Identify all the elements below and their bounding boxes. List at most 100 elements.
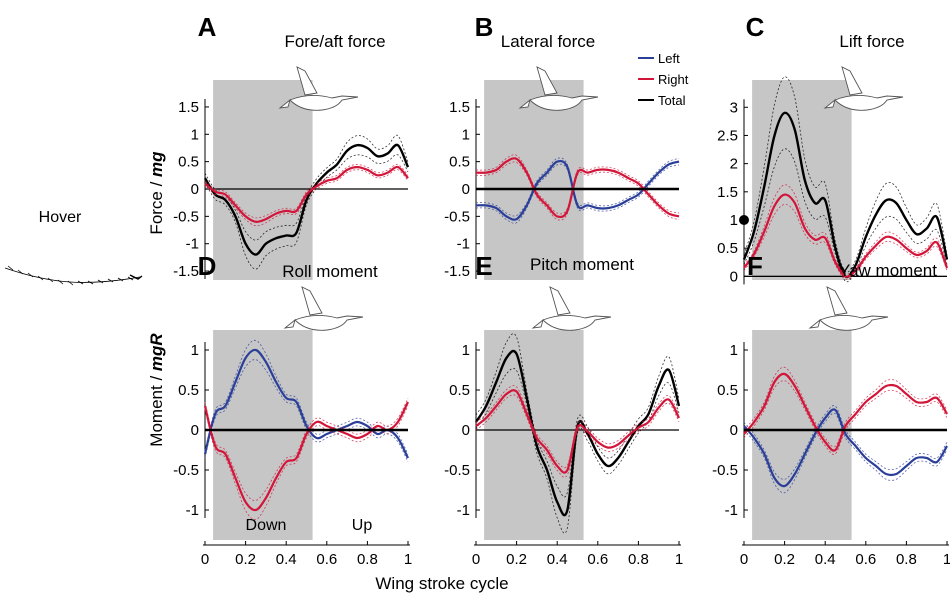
y-tick-label: 1.5 xyxy=(717,184,738,201)
wing-trajectory-sketch xyxy=(4,265,143,286)
moment-ylabel: Moment / mgR xyxy=(147,333,166,447)
hummingbird-icon xyxy=(283,286,364,331)
bird-wing xyxy=(841,66,863,96)
series-total-lower-bound xyxy=(475,368,680,534)
legend-left-label: Left xyxy=(658,51,680,66)
y-tick-label: 1 xyxy=(191,126,199,143)
legend: Left Right Total xyxy=(638,51,689,108)
y-tick-label: 1 xyxy=(191,342,199,359)
y-tick-label: 0.5 xyxy=(717,240,738,257)
bird-wing xyxy=(826,286,848,316)
series-right-line xyxy=(475,157,680,219)
x-tick-label: 1 xyxy=(675,551,683,568)
x-tick-label: 1 xyxy=(943,551,950,568)
x-tick-label: 0.4 xyxy=(276,551,297,568)
series-left-lower-bound xyxy=(475,163,680,224)
panel-letter: C xyxy=(746,12,765,42)
phase-down-label: Down xyxy=(246,517,287,534)
bird-tail xyxy=(531,318,544,329)
bird-body xyxy=(294,315,364,331)
hummingbird-icon xyxy=(823,66,904,111)
x-tick-label: 0.6 xyxy=(316,551,337,568)
y-tick-label: 1 xyxy=(462,126,470,143)
y-tick-label: 0 xyxy=(730,268,738,285)
x-tick-label: 0.6 xyxy=(855,551,876,568)
x-tick-label: 0.4 xyxy=(815,551,836,568)
series-right-line xyxy=(203,401,409,512)
series-right-upper-bound xyxy=(475,154,680,215)
series-total-lower-bound xyxy=(204,154,409,270)
y-tick-label: 1 xyxy=(730,212,738,229)
y-tick-label: -0.5 xyxy=(444,462,470,479)
bird-tail xyxy=(808,318,821,329)
x-tick-label: 0.6 xyxy=(587,551,608,568)
x-tick-label: 0 xyxy=(740,551,748,568)
series-left-upper-bound xyxy=(204,339,409,455)
series-total-upper-bound xyxy=(475,333,680,498)
y-tick-label: 1.5 xyxy=(178,99,199,116)
bird-wing xyxy=(296,66,318,96)
bird-wing xyxy=(536,66,558,96)
y-tick-label: 0.5 xyxy=(178,382,199,399)
bird-tail xyxy=(278,98,291,109)
series-right-line xyxy=(743,193,949,278)
y-tick-label: 0.5 xyxy=(449,382,470,399)
phase-up-label: Up xyxy=(352,517,373,534)
panel-title: Lateral force xyxy=(501,32,596,51)
panel-c: 3 2.5 2 1.5 1 0.5 0 C Lift force xyxy=(717,12,949,285)
legend-right-label: Right xyxy=(658,72,689,87)
bird-tail xyxy=(823,98,836,109)
y-tick-label: -1 xyxy=(186,236,199,253)
y-tick-label: 0 xyxy=(462,181,470,198)
y-tick-label: -0.5 xyxy=(173,462,199,479)
panels: 1.5 1 0.5 0 -0.5 -1 -1.5 A Fore/aft force 1.5 1 0.5… xyxy=(173,12,950,568)
series-right-upper-bound xyxy=(743,184,948,275)
panel-letter: F xyxy=(747,251,763,281)
bird-tail xyxy=(283,318,296,329)
y-tick-label: -1 xyxy=(457,502,470,519)
y-tick-label: 0 xyxy=(191,422,199,439)
series-left-line xyxy=(743,408,948,488)
panel-e: 1 0.5 0 -0.5 -1 0 0.2 0.4 0.6 0.8 1 E Pitch moment xyxy=(444,251,683,568)
y-tick-label: -1 xyxy=(186,502,199,519)
panel-letter: E xyxy=(475,251,492,281)
y-tick-label: -1.5 xyxy=(444,263,470,280)
x-axis-label: Wing stroke cycle xyxy=(375,574,508,593)
panel-title: Fore/aft force xyxy=(284,32,385,51)
x-tick-label: 0 xyxy=(472,551,480,568)
panel-letter: A xyxy=(198,12,217,42)
series-total-upper-bound xyxy=(743,76,948,273)
y-tick-label: 0.5 xyxy=(717,382,738,399)
series-right-line xyxy=(475,389,680,474)
bird-body xyxy=(289,95,359,111)
y-tick-label: 0 xyxy=(462,422,470,439)
panel-title: Yaw moment xyxy=(839,261,937,280)
series-left-line xyxy=(475,159,680,221)
x-tick-label: 0.2 xyxy=(774,551,795,568)
bird-body xyxy=(529,95,599,111)
panel-letter: B xyxy=(475,12,494,42)
panel-letter: D xyxy=(198,251,217,281)
panel-b: 1.5 1 0.5 0 -0.5 -1 -1.5 B Lateral force xyxy=(444,12,680,280)
series-right-lower-bound xyxy=(204,169,409,227)
y-tick-label: 2 xyxy=(730,156,738,173)
weight-marker xyxy=(739,215,749,225)
y-tick-label: -0.5 xyxy=(444,208,470,225)
hummingbird-icon xyxy=(808,286,889,331)
force-ylabel: Force / mg xyxy=(147,151,166,235)
y-tick-label: -1.5 xyxy=(173,263,199,280)
bird-body xyxy=(819,315,889,331)
x-tick-label: 0.8 xyxy=(357,551,378,568)
y-tick-label: 0.5 xyxy=(449,154,470,171)
x-tick-label: 0.2 xyxy=(235,551,256,568)
y-tick-label: 0 xyxy=(191,181,199,198)
panel-title: Lift force xyxy=(839,32,904,51)
series-right-upper-bound xyxy=(475,385,680,469)
series-right-upper-bound xyxy=(204,164,409,219)
y-tick-label: 3 xyxy=(730,99,738,116)
x-tick-label: 1 xyxy=(404,551,412,568)
x-tick-label: 0.2 xyxy=(506,551,527,568)
downstroke-shade xyxy=(752,330,852,540)
series-right-lower-bound xyxy=(204,405,409,521)
y-tick-label: 2.5 xyxy=(717,127,738,144)
